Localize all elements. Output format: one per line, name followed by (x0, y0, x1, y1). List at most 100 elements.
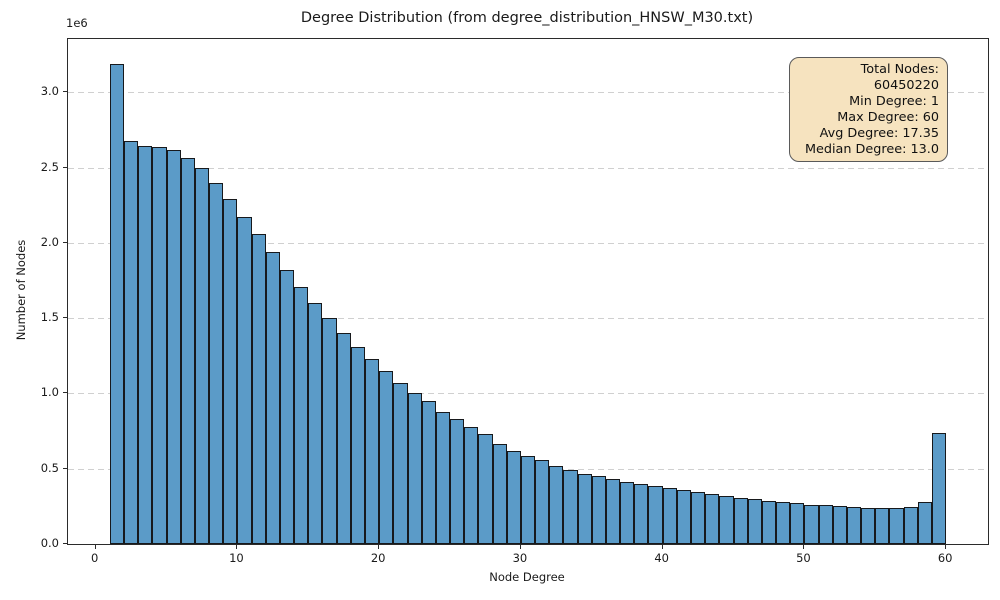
bar-degree-54 (861, 507, 876, 544)
bar-degree-36 (605, 478, 621, 544)
bar-degree-11 (251, 233, 266, 544)
gridline (68, 393, 988, 395)
y-tick-label: 0.0 (40, 536, 59, 550)
y-tick (62, 91, 67, 93)
bar-degree-9 (223, 199, 238, 544)
bar-degree-21 (393, 382, 408, 544)
x-tick-label: 50 (796, 551, 811, 565)
bar-degree-37 (620, 481, 635, 544)
x-tick-label: 20 (370, 551, 386, 565)
bar-degree-10 (237, 216, 252, 544)
y-tick (62, 467, 67, 469)
x-tick (519, 544, 521, 549)
bar-degree-15 (308, 303, 323, 544)
bar-degree-35 (591, 476, 606, 544)
gridline (68, 242, 988, 244)
bar-degree-3 (138, 145, 153, 544)
bar-degree-50 (804, 504, 819, 544)
y-tick-label: 2.0 (40, 234, 59, 249)
bar-degree-4 (152, 146, 167, 544)
bar-degree-56 (889, 507, 904, 544)
y-tick-label: 0.5 (40, 460, 59, 475)
bar-degree-25 (450, 419, 465, 544)
bar-degree-39 (648, 485, 663, 544)
bar-degree-28 (492, 443, 507, 544)
x-tick-label: 10 (229, 551, 244, 565)
bar-degree-22 (407, 392, 422, 544)
x-tick (945, 544, 947, 549)
bar-degree-38 (634, 483, 649, 544)
gridline (68, 318, 988, 320)
bar-degree-52 (832, 506, 847, 544)
y-tick-label: 1.5 (40, 310, 59, 325)
x-tick (378, 544, 380, 549)
bar-degree-24 (435, 411, 451, 544)
gridline (68, 167, 988, 169)
bar-degree-58 (917, 501, 932, 544)
bar-degree-40 (662, 487, 677, 544)
x-tick-label: 60 (937, 551, 953, 565)
bar-degree-30 (520, 455, 536, 544)
bar-degree-48 (776, 502, 791, 544)
bar-degree-41 (676, 489, 691, 544)
bar-degree-29 (506, 450, 521, 544)
x-tick (94, 544, 96, 549)
y-tick-label: 3.0 (40, 84, 59, 99)
stats-line: Median Degree: 13.0 (804, 141, 939, 157)
stats-line: Max Degree: 60 (837, 109, 939, 125)
bar-degree-19 (364, 358, 380, 544)
y-axis-offset-label: 1e6 (66, 16, 88, 30)
bar-degree-2 (123, 140, 139, 544)
y-tick (62, 317, 67, 319)
x-tick-label: 0 (90, 551, 99, 565)
bar-degree-18 (350, 346, 365, 544)
bar-degree-49 (790, 503, 805, 544)
bar-degree-16 (322, 318, 337, 544)
bar-degree-8 (209, 182, 224, 544)
bar-degree-59 (932, 433, 947, 544)
bar-degree-51 (818, 505, 833, 544)
bar-degree-5 (166, 149, 181, 544)
gridline (68, 92, 988, 94)
y-tick-label: 2.5 (40, 159, 59, 174)
bar-degree-12 (265, 252, 280, 544)
bar-degree-32 (549, 466, 564, 544)
bar-degree-20 (379, 370, 394, 544)
plot-area: Total Nodes: 60450220 Min Degree: 1 Max De… (67, 38, 989, 545)
y-tick (62, 166, 67, 168)
bar-degree-27 (478, 434, 493, 544)
stats-line: Avg Degree: 17.35 (819, 125, 939, 141)
bar-degree-57 (903, 506, 918, 544)
y-tick (62, 392, 67, 394)
x-axis-label: Node Degree (489, 570, 565, 584)
bar-degree-13 (279, 270, 295, 544)
bar-degree-23 (421, 401, 436, 544)
x-tick-label: 30 (512, 551, 528, 565)
bar-degree-45 (733, 497, 748, 544)
y-axis-label: Number of Nodes (14, 239, 28, 341)
bar-degree-55 (875, 508, 890, 544)
bar-degree-34 (577, 473, 592, 544)
bar-degree-1 (109, 63, 124, 544)
bar-degree-14 (294, 286, 309, 544)
y-tick (62, 241, 67, 243)
bar-degree-42 (691, 492, 706, 544)
y-tick (62, 543, 67, 544)
bar-degree-7 (194, 167, 210, 544)
y-tick-label: 1.0 (40, 385, 59, 400)
bar-degree-43 (705, 494, 720, 544)
bar-degree-53 (846, 507, 862, 544)
x-tick (661, 544, 663, 549)
stats-line: Total Nodes: 60450220 (860, 62, 939, 93)
x-tick (803, 544, 805, 549)
bar-degree-33 (563, 470, 578, 544)
bar-degree-46 (747, 499, 762, 544)
bar-degree-44 (719, 495, 734, 544)
bar-degree-17 (336, 333, 351, 544)
stats-line: Min Degree: 1 (849, 93, 939, 109)
x-tick (236, 544, 238, 549)
bar-degree-47 (761, 500, 777, 544)
stats-box: Total Nodes: 60450220 Min Degree: 1 Max De… (789, 57, 948, 163)
chart-title: Degree Distribution (from degree_distrib… (300, 10, 754, 26)
